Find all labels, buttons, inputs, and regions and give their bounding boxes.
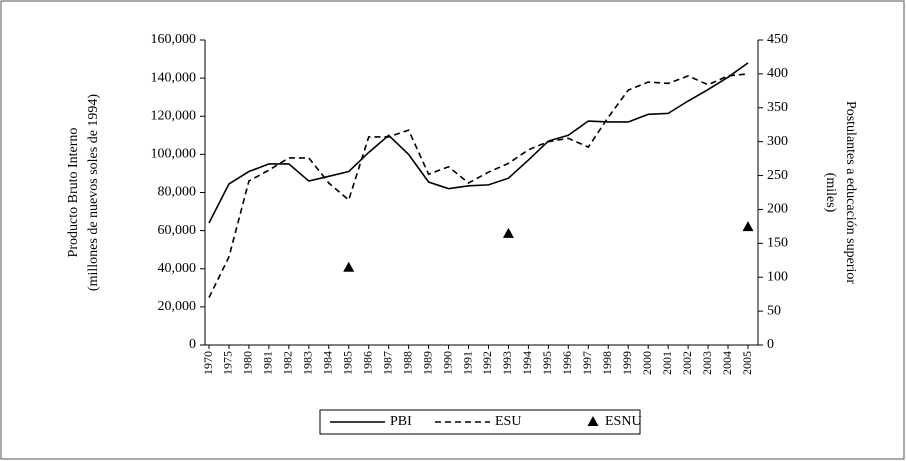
x-tick-label: 1995 (540, 351, 554, 375)
y-tick-label: 20,000 (158, 299, 197, 314)
x-tick-label: 1982 (281, 351, 295, 375)
x-tick-label: 1993 (500, 351, 514, 375)
y2-tick-label: 0 (767, 337, 774, 352)
y-tick-label: 120,000 (151, 108, 197, 123)
x-tick-label: 2004 (720, 351, 734, 375)
x-tick-label: 1983 (301, 351, 315, 375)
x-tick-label: 1980 (241, 351, 255, 375)
x-tick-label: 1984 (321, 351, 335, 375)
x-tick-label: 1999 (620, 351, 634, 375)
y2-tick-label: 350 (767, 100, 788, 115)
y2-axis-label: Postulantes a educación superior (843, 101, 858, 284)
x-tick-label: 1986 (360, 351, 374, 375)
legend-label: ESNU (605, 414, 642, 429)
legend-label: ESU (495, 414, 521, 429)
x-tick-label: 2005 (740, 351, 754, 375)
y2-axis-label: (miles) (823, 173, 838, 213)
x-tick-label: 1994 (520, 351, 534, 375)
y2-tick-label: 100 (767, 269, 788, 284)
x-tick-label: 1975 (221, 351, 235, 375)
marker (343, 261, 355, 272)
x-tick-label: 1992 (480, 351, 494, 375)
y2-tick-label: 150 (767, 236, 788, 251)
x-tick-label: 1981 (261, 351, 275, 375)
y-tick-label: 0 (189, 337, 196, 352)
line-series (208, 62, 749, 224)
y2-tick-label: 50 (767, 303, 781, 318)
x-tick-label: 1970 (201, 351, 215, 375)
y-tick-label: 80,000 (158, 185, 197, 200)
x-tick-label: 2000 (640, 351, 654, 375)
marker (742, 221, 754, 232)
x-tick-label: 1989 (420, 351, 434, 375)
x-tick-label: 2002 (680, 351, 694, 375)
line-series (208, 73, 749, 298)
x-tick-label: 1985 (340, 351, 354, 375)
legend-label: PBI (390, 414, 412, 429)
y2-tick-label: 450 (767, 32, 788, 47)
x-tick-label: 1996 (560, 351, 574, 375)
y-tick-label: 40,000 (158, 261, 197, 276)
x-tick-label: 1998 (600, 351, 614, 375)
legend-marker (587, 416, 599, 426)
y-axis-label: (millones de nuevos soles de 1994) (86, 94, 101, 291)
x-tick-label: 2001 (660, 351, 674, 375)
y2-tick-label: 300 (767, 134, 788, 149)
y-tick-label: 100,000 (151, 147, 197, 162)
x-tick-label: 1988 (400, 351, 414, 375)
x-tick-label: 1987 (380, 351, 394, 375)
marker (502, 227, 514, 238)
y-tick-label: 140,000 (151, 70, 197, 85)
y-axis-label: Producto Bruto Interno (66, 128, 81, 258)
x-tick-label: 1990 (440, 351, 454, 375)
x-tick-label: 1997 (580, 351, 594, 375)
x-tick-label: 1991 (460, 351, 474, 375)
y2-tick-label: 200 (767, 202, 788, 217)
x-tick-label: 2003 (700, 351, 714, 375)
y2-tick-label: 400 (767, 66, 788, 81)
y-tick-label: 60,000 (158, 223, 197, 238)
y2-tick-label: 250 (767, 168, 788, 183)
y-tick-label: 160,000 (151, 32, 197, 47)
